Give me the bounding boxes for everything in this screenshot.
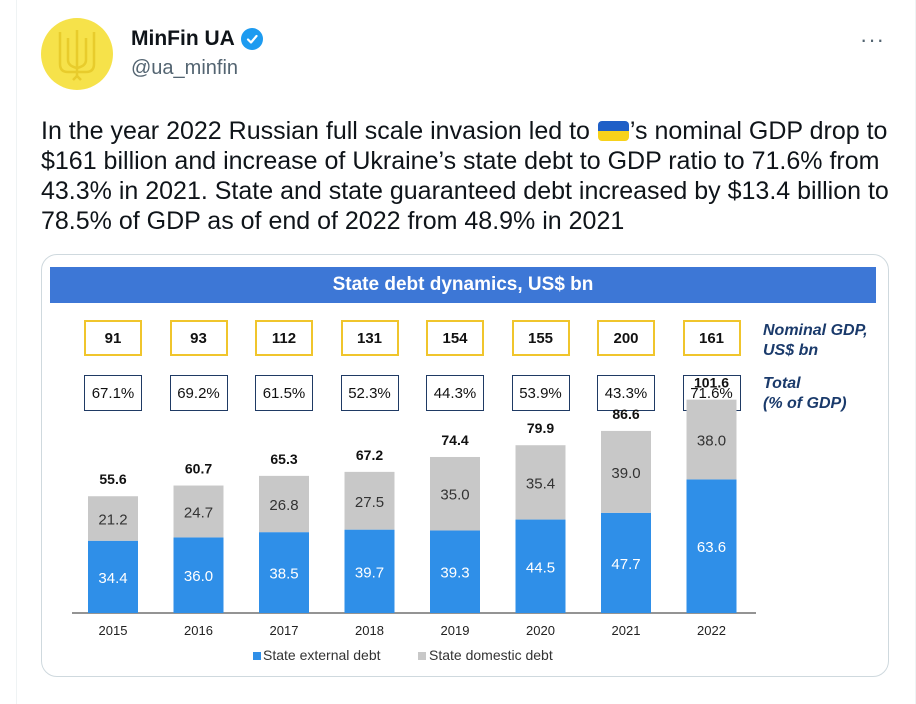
gdp-value-box: 112 [255,320,313,356]
total-value-label: 86.6 [612,406,639,422]
debt-pct-box: 67.1% [84,375,142,411]
legend-label-external: State external debt [263,647,381,663]
debt-pct-box: 52.3% [340,375,399,411]
external-debt-value-label: 36.0 [184,568,213,585]
total-value-label: 101.6 [694,375,729,391]
x-tick-label: 2019 [441,623,470,638]
x-tick-label: 2018 [355,623,384,638]
verified-badge-icon [240,28,263,50]
gdp-value-box: 155 [511,320,570,356]
bar-external-debt [173,537,224,613]
x-tick-label: 2017 [270,623,299,638]
bar-domestic-debt [259,475,309,533]
legend-swatch-domestic [418,652,426,660]
avatar[interactable] [41,18,113,90]
external-debt-value-label: 63.6 [697,539,726,556]
total-value-label: 60.7 [185,461,212,477]
domestic-debt-value-label: 27.5 [355,494,384,511]
external-debt-value-label: 34.4 [98,570,127,587]
domestic-debt-value-label: 35.0 [440,487,469,504]
bar-external-debt [515,519,566,613]
gdp-row-label-line2: US$ bn [763,342,819,359]
bar-domestic-debt [430,456,480,531]
x-tick-label: 2022 [697,623,726,638]
domestic-debt-value-label: 38.0 [697,433,726,450]
gdp-value-box: 200 [597,320,655,356]
debt-pct-box: 44.3% [426,375,484,411]
gdp-value-box: 91 [84,320,142,356]
external-debt-value-label: 39.3 [440,565,469,582]
debt-bar-chart: 34.4 21.2 55.6 2015 36.0 24.7 60.7 2016 38.5 26.8… [72,375,756,663]
gdp-row-label-line1: Nominal GDP, [763,322,868,339]
total-value-label: 55.6 [99,471,126,487]
x-tick-label: 2015 [99,623,128,638]
author-name-text[interactable]: MinFin UA [131,27,235,50]
debt-pct-box: 43.3% [597,375,655,411]
debt-pct-box: 69.2% [169,375,228,411]
bar-domestic-debt [88,496,138,541]
external-debt-value-label: 39.7 [355,564,384,581]
total-value-label: 79.9 [527,420,554,436]
total-value-label: 74.4 [441,432,468,448]
external-debt-value-label: 38.5 [269,566,298,583]
bar-domestic-debt [686,399,737,480]
external-debt-value-label: 47.7 [611,556,640,573]
x-tick-label: 2021 [612,623,641,638]
gdp-value-box: 131 [340,320,399,356]
pct-row-label-line2: (% of GDP) [763,395,847,412]
bar-external-debt [686,479,737,613]
external-debt-value-label: 44.5 [526,559,555,576]
domestic-debt-value-label: 21.2 [98,512,127,529]
bar-domestic-debt [515,445,566,520]
gdp-value-box: 154 [426,320,484,356]
bar-external-debt [344,529,395,613]
tweet-text: In the year 2022 Russian full scale inva… [41,116,891,236]
media-card[interactable]: State debt dynamics, US$ bn 91 67.1% 93 69.… [41,254,889,677]
bar-external-debt [430,530,480,613]
tweet-text-part-1: In the year 2022 Russian full scale inva… [41,117,597,145]
domestic-debt-value-label: 26.8 [269,497,298,514]
domestic-debt-value-label: 39.0 [611,465,640,482]
author-handle[interactable]: @ua_minfin [131,57,239,79]
pct-row-label-line1: Total [763,375,801,392]
pct-row-label: Total (% of GDP) [763,374,847,414]
bar-external-debt [88,540,138,613]
total-value-label: 65.3 [270,451,297,467]
ukraine-flag-icon [597,121,629,141]
bar-external-debt [601,512,651,613]
ukraine-trident-icon [58,30,96,81]
domestic-debt-value-label: 35.4 [526,475,555,492]
legend-swatch-external [253,652,261,660]
bar-domestic-debt [173,485,224,538]
more-options-icon[interactable]: ··· [860,27,885,52]
gdp-value-box: 161 [682,320,741,356]
bar-domestic-debt [601,430,651,513]
x-tick-label: 2020 [526,623,555,638]
debt-pct-box: 53.9% [511,375,570,411]
debt-pct-box: 61.5% [255,375,313,411]
bar-external-debt [259,532,309,613]
gdp-value-box: 93 [169,320,228,356]
total-value-label: 67.2 [356,447,383,463]
domestic-debt-value-label: 24.7 [184,504,213,521]
tweet-text-part-2: ’s nominal GDP drop to $161 billion and … [41,117,889,235]
legend-label-domestic: State domestic debt [429,647,553,663]
author-name[interactable]: MinFin UA [131,27,263,51]
bar-domestic-debt [344,471,395,530]
x-tick-label: 2016 [184,623,213,638]
chart-title: State debt dynamics, US$ bn [50,267,876,303]
gdp-row-label: Nominal GDP, US$ bn [763,321,868,361]
